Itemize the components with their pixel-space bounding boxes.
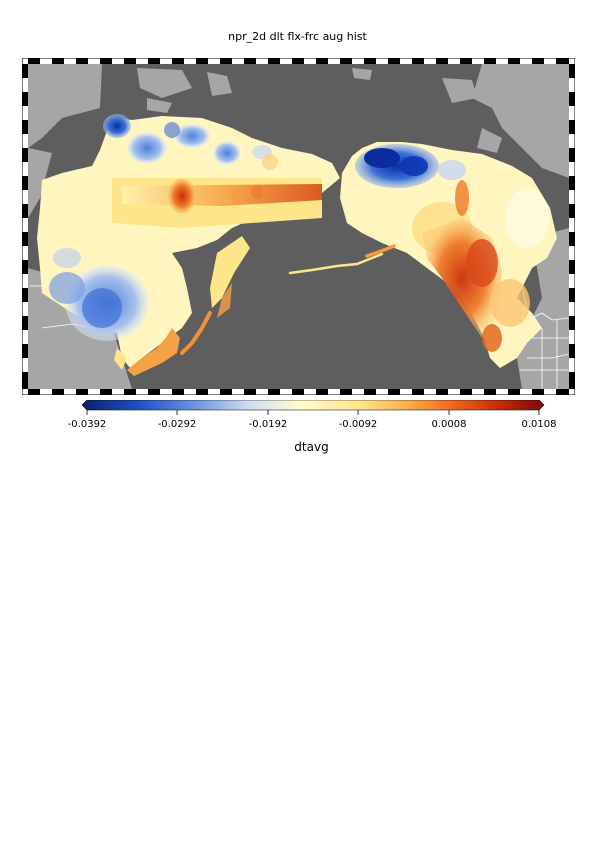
colorbar-tick-label: 0.0108 (521, 419, 557, 430)
frame-ticks (22, 58, 575, 395)
colorbar-tick-label: -0.0292 (157, 419, 197, 430)
colorbar-tick-label: 0.0008 (431, 419, 467, 430)
map-panel (22, 58, 575, 395)
colorbar-bar (82, 400, 544, 411)
plot-title: npr_2d dlt flx-frc aug hist (228, 30, 367, 43)
data-field-east (288, 142, 557, 368)
colorbar-tick-label: -0.0192 (248, 419, 288, 430)
colorbar-tick-label: -0.0392 (67, 419, 107, 430)
colorbar-title: dtavg (294, 440, 329, 454)
colorbar-ticks (86, 410, 540, 415)
colorbar (82, 400, 544, 415)
colorbar-tick-label: -0.0092 (338, 419, 378, 430)
data-field-west (37, 114, 340, 376)
